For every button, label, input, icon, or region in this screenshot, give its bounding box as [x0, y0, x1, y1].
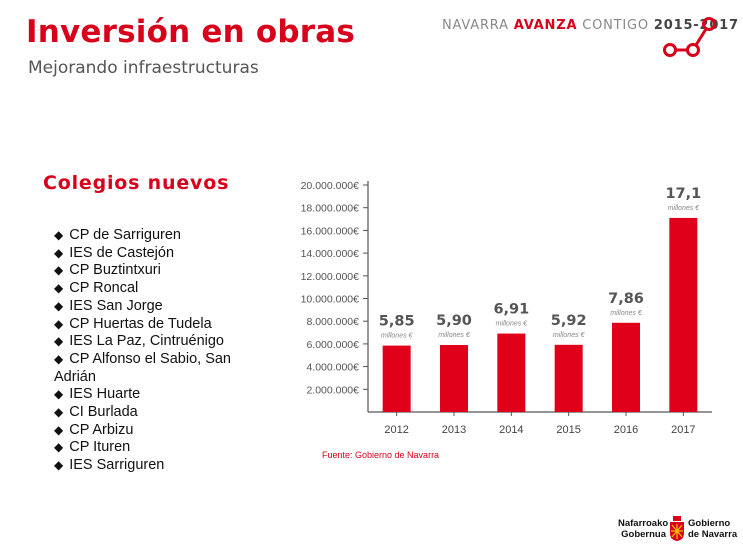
list-item: ◆ CP Buztintxuri [54, 262, 161, 279]
diamond-bullet-icon: ◆ [54, 298, 64, 313]
list-item: ◆ CP Arbizu [54, 421, 134, 438]
y-tick-label: 10.000.000€ [301, 294, 360, 306]
coat-of-arms-icon [670, 516, 684, 541]
bar [382, 345, 411, 412]
list-item: ◆ CP de Sarriguren [54, 227, 182, 243]
list-item: ◆ CP Ituren [54, 439, 131, 456]
y-tick-label: 16.000.000€ [301, 225, 360, 237]
diamond-bullet-icon: ◆ [54, 245, 64, 260]
school-list: ◆ CP de Sarriguren ◆ IES de Castejón ◆ CP B… [54, 227, 254, 475]
x-tick-label: 2012 [384, 424, 408, 436]
data-unit-label: millones € [553, 332, 586, 339]
y-tick-label: 20.000.000€ [301, 180, 360, 192]
data-label: 7,86 [608, 291, 644, 307]
list-item: ◆ IES La Paz, Cintruénigo [54, 333, 224, 350]
diamond-bullet-icon: ◆ [54, 281, 64, 296]
x-tick-label: 2016 [614, 424, 638, 436]
x-tick-label: 2015 [556, 424, 580, 436]
section-title: Colegios nuevos [43, 172, 230, 194]
x-tick-label: 2013 [442, 424, 466, 436]
connection-nodes-icon [663, 17, 716, 57]
list-item: ◆ IES Sarriguren [54, 457, 165, 474]
data-unit-label: millones € [496, 321, 529, 328]
bar [440, 345, 468, 412]
brand-text-1: NAVARRA [442, 18, 514, 33]
y-tick-label: 2.000.000€ [306, 384, 359, 396]
data-unit-label: millones € [438, 332, 471, 339]
investment-bar-chart: 2.000.000€ 4.000.000€ 6.000.000€ 8.000.000€… [301, 180, 712, 436]
diamond-bullet-icon: ◆ [54, 387, 64, 402]
diamond-bullet-icon: ◆ [54, 422, 64, 437]
brand-text-2: AVANZA [513, 18, 578, 33]
y-tick-label: 4.000.000€ [306, 362, 359, 374]
data-label: 5,90 [436, 313, 472, 329]
source-note: Fuente: Gobierno de Navarra [322, 450, 440, 460]
brand-text-3: CONTIGO [577, 18, 654, 33]
page-subtitle: Mejorando infraestructuras [28, 58, 259, 78]
y-tick-label: 8.000.000€ [306, 316, 359, 328]
data-label: 5,85 [379, 314, 415, 330]
list-item: ◆ IES Huarte [54, 386, 141, 403]
bar [612, 322, 640, 412]
data-label: 5,92 [551, 313, 587, 329]
data-label: 17,1 [665, 186, 701, 202]
brand-years: 2015-2017 [653, 18, 739, 33]
bar [497, 333, 526, 412]
chart-container: 2.000.000€ 4.000.000€ 6.000.000€ 8.000.000€… [270, 170, 720, 450]
diamond-bullet-icon: ◆ [54, 440, 64, 455]
logo-text-basque-2: Gobernua [621, 529, 666, 540]
data-unit-label: millones € [668, 205, 701, 212]
logo-text-spanish-2: de Navarra [688, 529, 738, 540]
bar [669, 217, 698, 412]
y-tick-label: 6.000.000€ [306, 339, 359, 351]
page-title: Inversión en obras [26, 14, 355, 50]
list-item: ◆ CP Alfonso el Sabio, San Adrián [54, 350, 231, 385]
diamond-bullet-icon: ◆ [54, 351, 64, 366]
x-tick-label: 2014 [499, 424, 523, 436]
list-item: ◆ CP Huertas de Tudela [54, 315, 212, 332]
data-label: 6,91 [493, 302, 529, 318]
list-item: ◆ IES de Castejón [54, 244, 175, 261]
bar [554, 344, 583, 412]
campaign-brand: NAVARRA AVANZA CONTIGO 2015-2017 [442, 18, 739, 33]
logo-text-basque-1: Nafarroako [618, 518, 669, 529]
diamond-bullet-icon: ◆ [54, 228, 64, 242]
y-tick-label: 12.000.000€ [301, 271, 360, 283]
diamond-bullet-icon: ◆ [54, 458, 64, 473]
diamond-bullet-icon: ◆ [54, 334, 64, 349]
logo-text-spanish-1: Gobierno [688, 518, 731, 529]
x-tick-label: 2017 [671, 424, 695, 436]
data-unit-label: millones € [610, 310, 643, 317]
diamond-bullet-icon: ◆ [54, 263, 64, 278]
y-tick-label: 14.000.000€ [301, 248, 360, 260]
data-unit-label: millones € [381, 333, 414, 340]
diamond-bullet-icon: ◆ [54, 405, 64, 420]
y-tick-label: 18.000.000€ [301, 203, 360, 215]
list-item: ◆ CI Burlada [54, 404, 138, 421]
diamond-bullet-icon: ◆ [54, 316, 64, 331]
list-item: ◆ IES San Jorge [54, 297, 163, 314]
list-item: ◆ CP Roncal [54, 280, 139, 297]
